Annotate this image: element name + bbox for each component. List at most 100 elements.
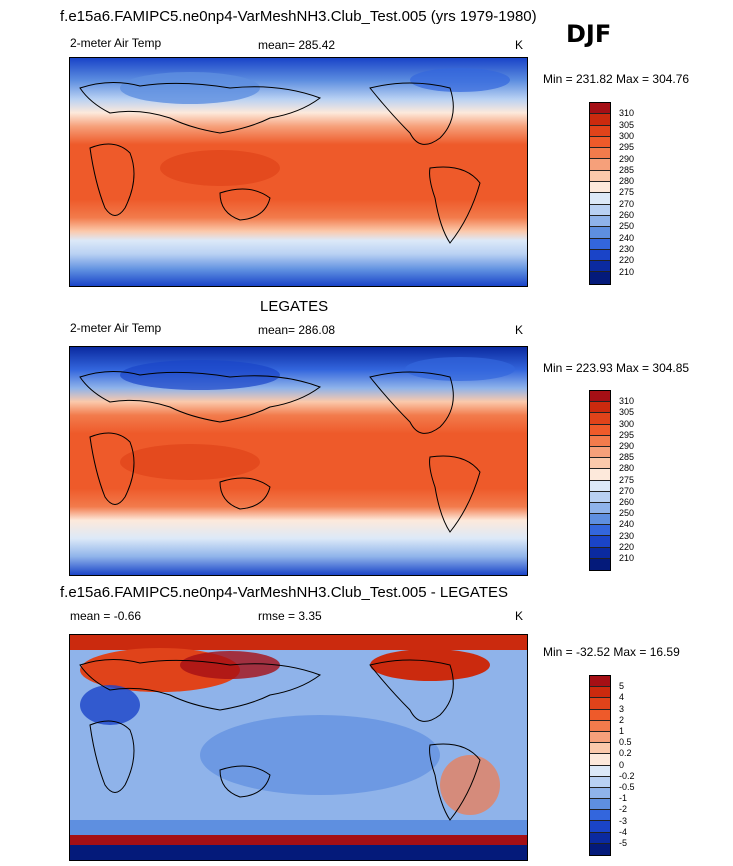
panel3-colorbar-swatch bbox=[590, 698, 610, 710]
panel2-colorbar-swatch bbox=[590, 446, 610, 459]
panel3-rmse-label: rmse = 3.35 bbox=[258, 609, 322, 623]
panel2-units-label: K bbox=[515, 323, 524, 337]
panel2-colorbar-tick-label: 270 bbox=[619, 485, 635, 496]
panel1-colorbar-swatch bbox=[590, 159, 610, 171]
panel3-cold-patch bbox=[80, 685, 140, 725]
panel2-america-cold bbox=[405, 357, 515, 381]
panel2-colorbar-tick-label: 290 bbox=[619, 441, 635, 451]
panel3-colorbar-tick-label: 3 bbox=[619, 703, 625, 714]
panel2-colorbar-tick-label: 250 bbox=[619, 508, 635, 519]
panel1-coastlines bbox=[79, 82, 481, 244]
panel3-pacific-cool bbox=[200, 715, 440, 795]
panel2-colorbar-swatch bbox=[590, 435, 610, 447]
panel1-units-label: K bbox=[515, 38, 524, 52]
panel2-colorbar-swatch bbox=[590, 491, 610, 503]
panel1-america-cold bbox=[410, 68, 510, 92]
panel3-colorbar bbox=[589, 675, 611, 856]
panel2-colorbar-tick-label: 260 bbox=[619, 497, 635, 507]
panel1-colorbar-tick-label: 285 bbox=[619, 164, 635, 175]
panel2-colorbar-swatch bbox=[590, 458, 610, 470]
panel1-colorbar-swatch bbox=[590, 261, 610, 273]
panel2-colorbar-swatch bbox=[590, 424, 610, 436]
panel3-colorbar-swatch bbox=[590, 709, 610, 721]
panel1-colorbar-tick-label: 305 bbox=[619, 119, 635, 130]
panel2-colorbar-swatch bbox=[590, 558, 610, 570]
panel2-colorbar-tick-label: 210 bbox=[619, 553, 635, 563]
panel3-map bbox=[69, 634, 528, 861]
panel3-coastlines bbox=[79, 659, 481, 821]
panel3-colorbar-swatch bbox=[590, 676, 610, 688]
panel1-colorbar-tick-label: 270 bbox=[619, 198, 635, 209]
panel2-colorbar-tick-label: 285 bbox=[619, 452, 635, 463]
panel3-colorbar-swatch bbox=[590, 810, 610, 822]
panel2-coastlines bbox=[79, 371, 481, 533]
panel2-colorbar-swatch bbox=[590, 413, 610, 425]
panel1-colorbar-tick-label: 275 bbox=[619, 187, 635, 198]
panel1-map-svg bbox=[70, 58, 527, 286]
panel1-colorbar-swatch bbox=[590, 204, 610, 216]
panel3-arctic-warm bbox=[70, 635, 527, 650]
panel3-america-warm bbox=[370, 649, 490, 681]
panel3-southern-band bbox=[70, 820, 527, 835]
panel3-colorbar-tick-label: 2 bbox=[619, 714, 625, 725]
panel2-colorbar-swatch bbox=[590, 480, 610, 492]
panel2-colorbar bbox=[589, 390, 611, 571]
panel1-colorbar-swatch bbox=[590, 193, 610, 205]
panel1-colorbar-tick-label: 295 bbox=[619, 142, 635, 153]
panel2-colorbar-swatch bbox=[590, 402, 610, 414]
panel3-colorbar-swatch bbox=[590, 765, 610, 777]
panel1-colorbar-swatch bbox=[590, 249, 610, 262]
panel2-map-svg bbox=[70, 347, 527, 575]
panel2-warm-pool bbox=[120, 444, 260, 480]
panel2-variable-label: 2-meter Air Temp bbox=[70, 321, 162, 335]
panel3-colorbar-tick-label: -0.2 bbox=[619, 770, 635, 781]
panel3-colorbar-swatch bbox=[590, 787, 610, 800]
panel3-mean-label: mean = -0.66 bbox=[70, 609, 142, 623]
panel1-colorbar-swatch bbox=[590, 238, 610, 250]
panel2-colorbar-swatch bbox=[590, 525, 610, 537]
panel3-title: f.e15a6.FAMIPC5.ne0np4-VarMeshNH3.Club_T… bbox=[60, 584, 509, 601]
panel1-colorbar-tick-label: 250 bbox=[619, 221, 635, 232]
panel3-colorbar-tick-label: -2 bbox=[619, 804, 628, 815]
panel2-colorbar-tick-label: 240 bbox=[619, 519, 635, 530]
panel3-colorbar-tick-label: -3 bbox=[619, 815, 628, 826]
panel3-colorbar-tick-label: -5 bbox=[619, 838, 628, 848]
panel3-colorbar-swatch bbox=[590, 821, 610, 833]
panel1-colorbar-swatch bbox=[590, 103, 610, 115]
panel2-colorbar-tick-label: 300 bbox=[619, 418, 635, 429]
panel1-colorbar-tick-label: 260 bbox=[619, 210, 635, 220]
panel3-colorbar-swatch bbox=[590, 743, 610, 755]
panel1-variable-label: 2-meter Air Temp bbox=[70, 36, 162, 50]
panel2-colorbar-swatch bbox=[590, 469, 610, 481]
panel1-colorbar-swatch bbox=[590, 182, 610, 194]
panel1-map bbox=[69, 57, 528, 287]
season-label: DJF bbox=[566, 20, 612, 48]
panel1-colorbar-tick-label: 210 bbox=[619, 266, 635, 277]
panel1-minmax-label: Min = 231.82 Max = 304.76 bbox=[543, 72, 690, 86]
panel3-samerica-warm bbox=[440, 755, 500, 815]
panel2-minmax-label: Min = 223.93 Max = 304.85 bbox=[543, 361, 690, 375]
panel1-asia-cold bbox=[120, 72, 260, 104]
panel3-colorbar-swatch bbox=[590, 731, 610, 744]
panel1-mean-label: mean= 285.42 bbox=[258, 38, 336, 52]
panel2-map bbox=[69, 346, 528, 576]
panel2-colorbar-tick-label: 295 bbox=[619, 429, 635, 440]
panel2-colorbar-tick-label: 310 bbox=[619, 396, 635, 407]
panel2-colorbar-tick-label: 220 bbox=[619, 541, 635, 552]
panel2-colorbar-swatch bbox=[590, 391, 610, 403]
panel1-colorbar-tick-label: 310 bbox=[619, 108, 635, 119]
panel1-colorbar-swatch bbox=[590, 148, 610, 160]
panel1-colorbar bbox=[589, 102, 611, 285]
panel3-colorbar-swatch bbox=[590, 687, 610, 699]
panel1-colorbar-swatch bbox=[590, 215, 610, 228]
panel1-title: f.e15a6.FAMIPC5.ne0np4-VarMeshNH3.Club_T… bbox=[60, 8, 537, 25]
panel2-colorbar-tick-label: 230 bbox=[619, 530, 635, 541]
panel2-asia-cold bbox=[120, 360, 280, 390]
panel3-minmax-label: Min = -32.52 Max = 16.59 bbox=[543, 645, 680, 659]
panel2-colorbar-swatch bbox=[590, 502, 610, 515]
panel3-units-label: K bbox=[515, 609, 524, 623]
panel2-colorbar-swatch bbox=[590, 514, 610, 526]
panel1-colorbar-tick-label: 300 bbox=[619, 130, 635, 141]
panel3-colorbar-swatch bbox=[590, 720, 610, 732]
panel1-warm-pool bbox=[160, 150, 280, 186]
